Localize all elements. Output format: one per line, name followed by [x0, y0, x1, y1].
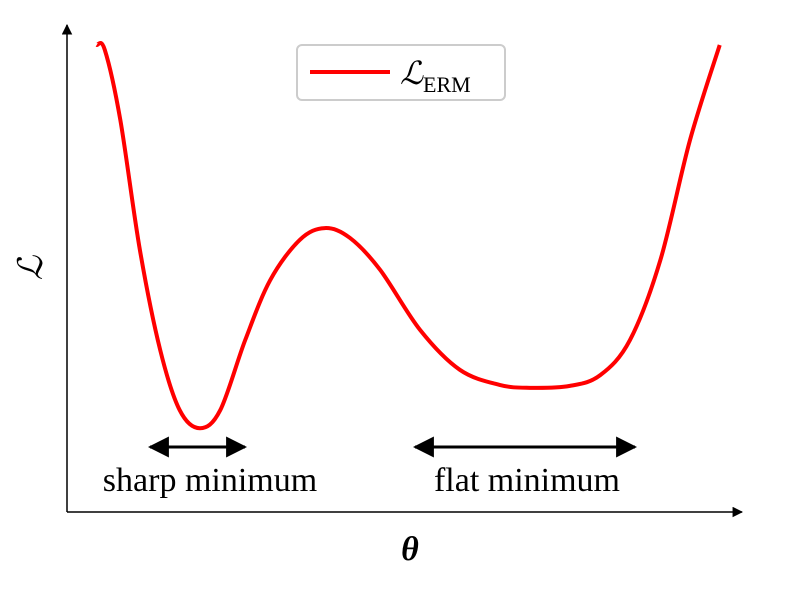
annotation: flat minimum [434, 462, 620, 499]
legend-label: ℒERM [400, 55, 471, 97]
legend-box [296, 44, 506, 101]
loss-curve [94, 41, 722, 431]
legend-name: ℒ [400, 55, 424, 91]
x-axis-label: θ [401, 531, 419, 568]
y-axis-label: ℒ [13, 254, 50, 280]
annotation: sharp minimum [103, 462, 317, 499]
legend-subscript: ERM [423, 72, 471, 97]
legend: ℒERM [296, 44, 506, 101]
